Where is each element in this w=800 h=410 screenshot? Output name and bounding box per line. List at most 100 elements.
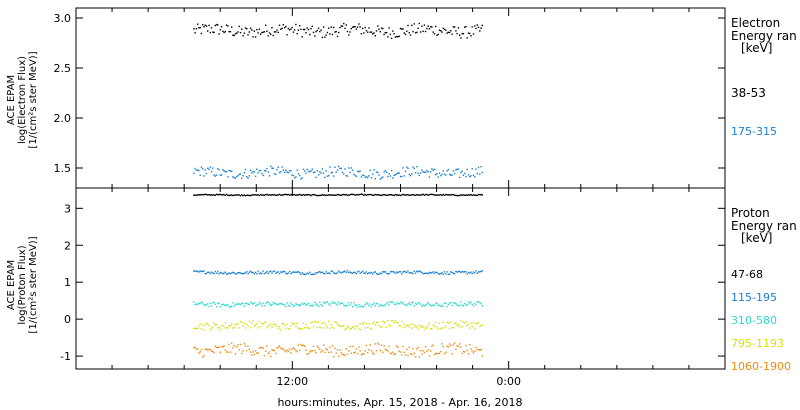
- data-point: [204, 324, 206, 327]
- data-point: [438, 194, 441, 196]
- data-point: [467, 32, 470, 34]
- data-point: [423, 24, 426, 26]
- data-point: [451, 193, 453, 196]
- data-point: [461, 270, 463, 273]
- electron-ylabel-line1: ACE EPAM: [6, 75, 17, 125]
- data-point: [248, 348, 250, 351]
- data-point: [325, 324, 327, 327]
- data-point: [266, 345, 268, 347]
- data-point: [403, 175, 405, 177]
- data-point: [464, 271, 466, 273]
- data-point: [471, 350, 473, 352]
- data-point: [403, 303, 405, 305]
- data-point: [271, 349, 273, 351]
- data-point: [392, 351, 394, 353]
- data-point: [348, 194, 350, 196]
- data-point: [459, 325, 461, 328]
- data-point: [236, 194, 238, 196]
- data-point: [278, 303, 281, 305]
- data-point: [287, 304, 289, 307]
- data-point: [278, 24, 281, 26]
- data-point: [369, 272, 371, 274]
- data-point: [350, 302, 352, 304]
- data-point: [355, 175, 358, 177]
- data-point: [227, 304, 229, 306]
- data-point: [414, 356, 417, 358]
- data-point: [431, 26, 433, 28]
- data-point: [441, 327, 443, 329]
- data-point: [378, 343, 380, 346]
- data-point: [441, 272, 443, 274]
- data-point: [199, 174, 201, 176]
- proton-ylabel-line3: [1/(cm²s ster MeV)]: [28, 236, 39, 333]
- data-point: [225, 273, 228, 275]
- data-point: [293, 348, 296, 350]
- data-point: [325, 271, 327, 273]
- data-point: [239, 173, 242, 175]
- data-point: [368, 349, 370, 351]
- data-point: [228, 306, 230, 308]
- data-point: [380, 177, 383, 179]
- data-point: [276, 271, 278, 273]
- data-point: [476, 300, 478, 303]
- data-point: [481, 324, 483, 326]
- data-point: [316, 194, 318, 197]
- data-point: [218, 193, 220, 196]
- proton-ylabel-line1: ACE EPAM: [6, 260, 17, 310]
- data-point: [470, 322, 472, 324]
- data-point: [220, 325, 223, 327]
- data-point: [194, 303, 196, 306]
- data-point: [406, 30, 408, 32]
- electron-legend-title-2: Energy ran: [731, 29, 797, 43]
- data-point: [413, 194, 415, 196]
- data-point: [389, 325, 392, 327]
- data-point: [307, 302, 310, 305]
- data-point: [231, 305, 233, 307]
- data-point: [379, 304, 381, 306]
- data-point: [373, 271, 375, 274]
- data-point: [428, 303, 431, 306]
- data-point: [423, 194, 426, 196]
- data-point: [349, 194, 351, 196]
- data-point: [321, 194, 324, 196]
- data-point: [456, 324, 458, 326]
- data-point: [251, 172, 253, 174]
- data-point: [304, 170, 306, 172]
- data-point: [411, 24, 413, 27]
- data-point: [277, 271, 279, 273]
- data-point: [457, 168, 460, 170]
- data-point: [447, 346, 449, 348]
- data-point: [388, 173, 390, 175]
- data-point: [320, 272, 322, 274]
- data-point: [287, 272, 289, 274]
- data-point: [462, 271, 465, 273]
- data-point: [450, 30, 452, 32]
- data-point: [374, 271, 376, 273]
- data-point: [343, 324, 345, 327]
- data-point: [270, 323, 272, 325]
- data-point: [322, 172, 325, 174]
- data-point: [354, 271, 356, 274]
- data-point: [301, 344, 303, 347]
- data-point: [283, 171, 286, 173]
- data-point: [476, 194, 478, 197]
- proton-panel-frame: [75, 187, 726, 370]
- data-point: [242, 195, 244, 197]
- data-point: [246, 176, 248, 178]
- data-point: [276, 325, 278, 327]
- data-point: [414, 172, 417, 174]
- data-point: [291, 26, 293, 29]
- data-point: [302, 344, 305, 347]
- data-point: [288, 348, 291, 350]
- data-point: [431, 272, 433, 274]
- data-point: [389, 271, 392, 273]
- data-point: [306, 272, 308, 274]
- data-point: [222, 193, 224, 196]
- data-point: [384, 304, 386, 306]
- data-point: [310, 350, 312, 352]
- data-point: [334, 166, 336, 168]
- data-point: [340, 272, 342, 274]
- data-point: [393, 271, 395, 273]
- data-point: [457, 324, 460, 326]
- data-point: [437, 352, 439, 355]
